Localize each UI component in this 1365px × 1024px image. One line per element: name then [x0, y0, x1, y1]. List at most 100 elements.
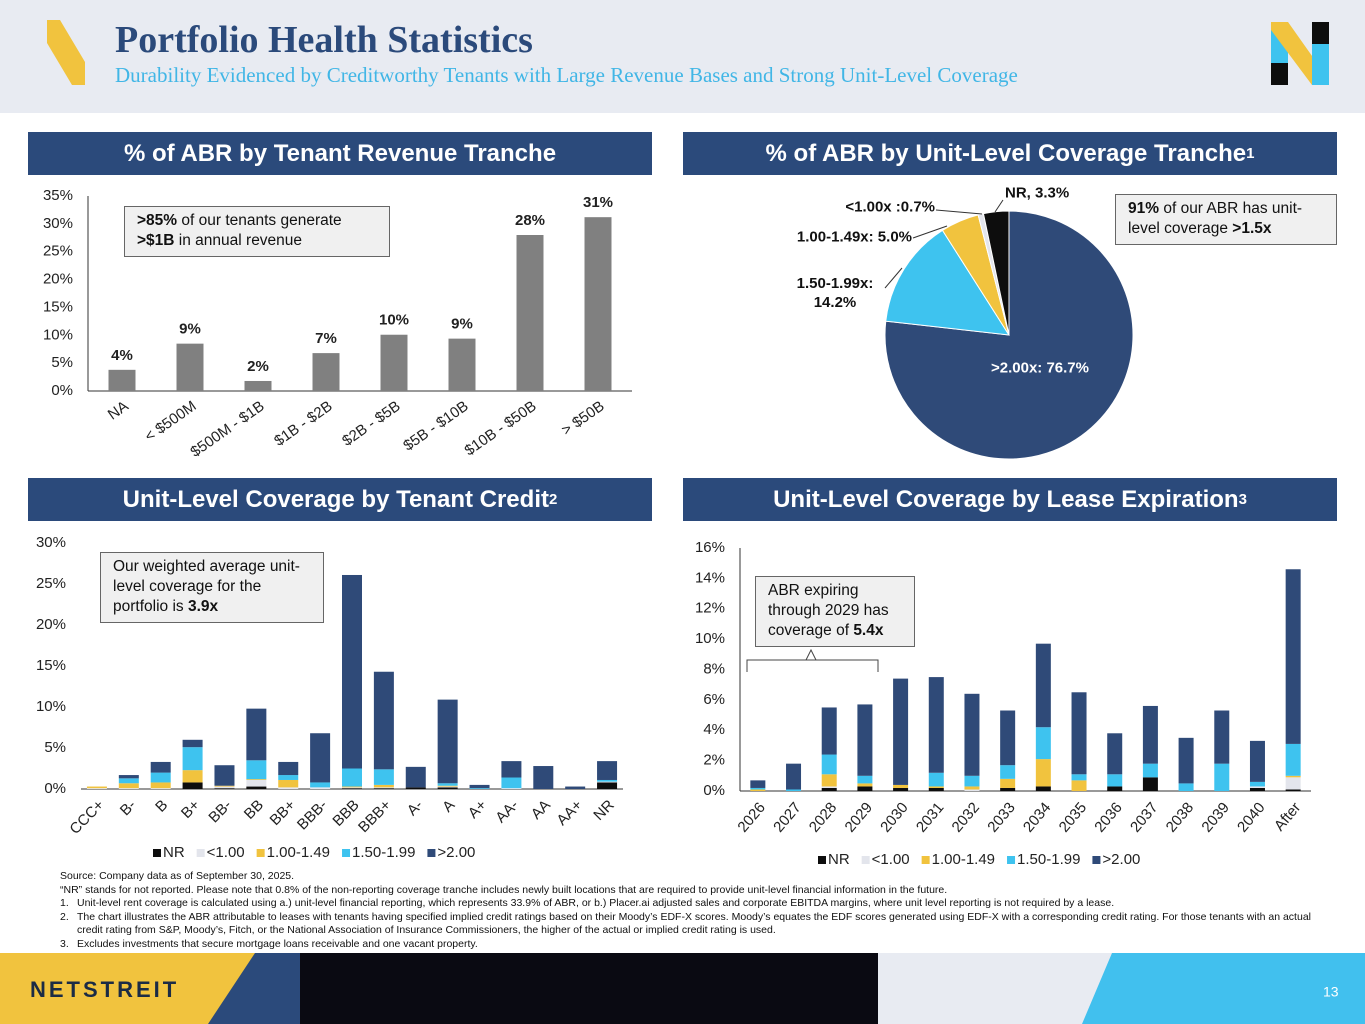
bar-segment [1107, 774, 1123, 787]
bar-segment [118, 775, 139, 779]
bar [108, 369, 136, 391]
bar-segment [214, 786, 235, 789]
footnote-number: 1. [60, 897, 69, 909]
bar-segment [964, 786, 980, 790]
bar-segment [310, 787, 331, 789]
x-tick-label: $500M - $1B [187, 398, 267, 461]
bar-segment [786, 789, 802, 791]
annotation-text: >85% [137, 212, 178, 229]
y-tick-label: 6% [703, 691, 725, 708]
bar-segment [1178, 783, 1194, 791]
bar-segment [1285, 743, 1301, 776]
bar-segment [533, 766, 554, 789]
slice-label: 1.50-1.99x: 14.2% [796, 275, 874, 311]
bar-segment [310, 782, 331, 788]
y-tick-label: 35% [43, 187, 73, 204]
footnote: 3. Excludes investments that secure mortg… [60, 938, 1330, 952]
bar-segment [405, 787, 426, 789]
bar [380, 334, 408, 391]
y-tick-label: 12% [695, 600, 725, 617]
legend-swatch [342, 849, 351, 857]
slice-label: >2.00x: 76.7% [991, 359, 1089, 377]
x-tick-label: 2040 [1234, 799, 1268, 835]
header-band [0, 0, 1365, 113]
bar-segment [565, 786, 586, 789]
footer-band [1082, 953, 1365, 1024]
bar-segment [750, 780, 766, 788]
x-tick-label: BB+ [266, 796, 299, 829]
x-tick-label: 2029 [842, 799, 876, 835]
legend-label: 1.00-1.49 [932, 851, 995, 868]
footnote: 2. The chart illustrates the ABR attribut… [60, 911, 1330, 938]
bar-segment [1071, 780, 1087, 791]
x-tick-label: B [152, 797, 171, 816]
bar-segment [342, 768, 362, 787]
bar-segment [893, 678, 909, 785]
bar-segment [821, 774, 837, 787]
footnote-text: Unit-level rent coverage is calculated u… [77, 897, 1115, 909]
slice-label: NR, 3.3% [1005, 184, 1070, 202]
y-tick-label: 10% [36, 698, 66, 715]
bar [244, 380, 272, 391]
footnote-number: 3. [60, 937, 69, 950]
x-tick-label: 2034 [1020, 799, 1054, 835]
y-tick-label: 8% [703, 660, 725, 677]
bar-segment [182, 747, 203, 771]
legend-label: <1.00 [872, 851, 910, 868]
annotation-text: Our weighted average unit-level coverage… [113, 558, 300, 615]
slice-label: 1.00-1.49x: 5.0% [796, 228, 912, 246]
bar-segment [278, 787, 299, 789]
bar-segment [150, 788, 171, 789]
footnotes: Source: Company data as of September 30,… [60, 870, 1330, 951]
bar-segment [342, 786, 362, 788]
bar-segment [278, 775, 299, 780]
bar-segment [310, 733, 331, 783]
legend-swatch [1092, 856, 1101, 864]
annotation: Our weighted average unit-level coverage… [100, 552, 324, 623]
title-note: 3 [1238, 491, 1247, 508]
page-title: Portfolio Health Statistics [115, 19, 533, 61]
x-tick-label: B- [117, 797, 140, 820]
footnote-list: 1. Unit-level rent coverage is calculated… [60, 897, 1330, 951]
chart-title: Unit-Level Coverage by Tenant Credit [122, 485, 549, 513]
bar-segment [1285, 789, 1301, 791]
bar-segment [1071, 774, 1087, 781]
bar-segment [1178, 737, 1194, 784]
legend-swatch [153, 849, 161, 857]
bar-segment [150, 772, 171, 783]
x-tick-label: 2032 [949, 799, 983, 835]
bar-segment [750, 787, 766, 790]
annotation: ABR expiring through 2029 has coverage o… [755, 576, 915, 647]
legend-label: <1.00 [207, 844, 245, 861]
leader-line [935, 209, 983, 215]
y-tick-label: 15% [43, 298, 73, 315]
bar [312, 353, 340, 391]
y-tick-label: 25% [43, 243, 73, 260]
value-label: 4% [111, 347, 133, 364]
y-tick-label: 30% [36, 534, 66, 551]
bar-segment [964, 775, 980, 787]
panel-title: % of ABR by Unit-Level Coverage Tranche 1 [683, 132, 1337, 175]
x-tick-label: > $50B [559, 398, 608, 439]
title-note: 2 [548, 491, 558, 508]
x-tick-label: BBB- [294, 797, 331, 834]
bar-segment [342, 788, 362, 789]
bar-segment [597, 781, 618, 783]
y-tick-label: 20% [43, 271, 73, 288]
bar-segment [786, 763, 802, 790]
bar-segment [1249, 740, 1265, 782]
legend-label: 1.50-1.99 [1017, 851, 1080, 868]
leader-line [912, 225, 948, 239]
brand: NETSTREIT [30, 977, 179, 1002]
x-tick-label: 2027 [770, 799, 804, 835]
annotation-text: of our tenants generate [177, 212, 342, 229]
x-tick-label: NA [105, 398, 132, 424]
x-tick-label: 2026 [734, 799, 768, 835]
y-tick-label: 14% [695, 569, 725, 586]
legend-swatch [921, 856, 930, 864]
bar-segment [342, 574, 362, 769]
x-tick-label: 2037 [1127, 799, 1161, 835]
bar-segment [1000, 778, 1016, 788]
x-tick-label: 2038 [1163, 799, 1197, 835]
y-tick-label: 2% [703, 752, 725, 769]
